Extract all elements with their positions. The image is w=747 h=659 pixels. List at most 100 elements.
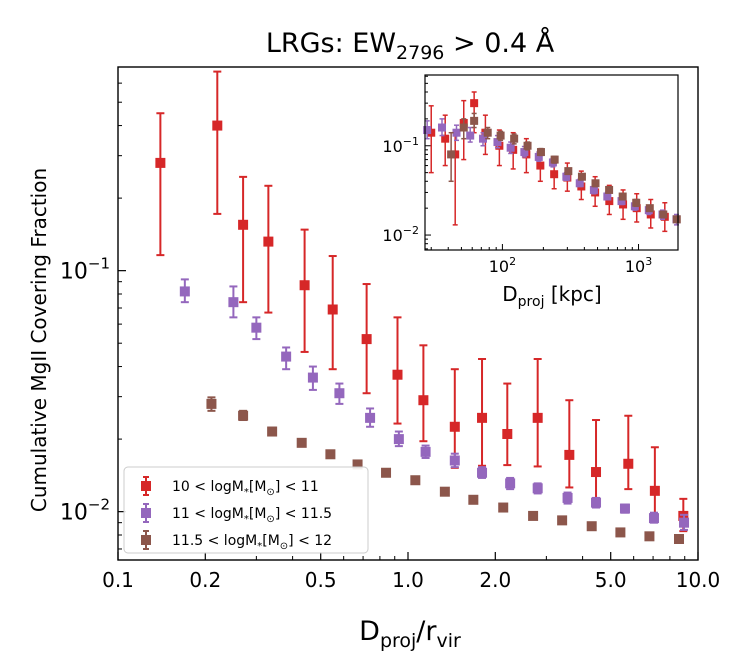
data-point (468, 494, 479, 505)
chart-title: LRGs: EW2796 > 0.4 Å (266, 27, 555, 64)
data-point (615, 527, 626, 538)
legend-marker (141, 535, 151, 545)
data-point (439, 486, 450, 497)
inset-data-point (618, 192, 627, 201)
data-point (327, 304, 338, 315)
inset-data-point (520, 148, 529, 157)
data-point (586, 521, 597, 532)
inset-data-point (470, 116, 479, 125)
legend: 10 < logM*[M⊙] < 11 11 < logM*[M⊙] < 11.5… (123, 466, 369, 554)
inset-data-point (591, 179, 600, 188)
data-point (299, 280, 310, 291)
data-point (410, 475, 421, 486)
legend-label: 10 < logM*[M⊙] < 11 (172, 479, 319, 498)
inset-data-point (575, 179, 584, 188)
legend-label: 11.5 < logM*[M⊙] < 12 (172, 533, 332, 552)
data-point (251, 322, 262, 333)
inset-frame (424, 74, 679, 251)
inset-data-point (564, 167, 573, 176)
data-point (296, 437, 307, 448)
data-point (267, 426, 278, 437)
inset-data-point (483, 128, 492, 137)
legend-item: 11 < logM*[M⊙] < 11.5 (141, 503, 332, 525)
data-point (562, 492, 573, 503)
inset-x-axis-label: Dproj [kpc] (502, 282, 601, 310)
data-point (619, 503, 630, 514)
inset-data-point (672, 215, 681, 224)
series-2 (179, 278, 690, 531)
data-point (449, 455, 460, 466)
data-point (238, 410, 249, 421)
inset-data-point (632, 198, 641, 207)
data-point (502, 428, 513, 439)
inset-data-point (605, 185, 614, 194)
inset-data-point (441, 134, 450, 143)
inset-data-point (659, 210, 668, 219)
legend-item: 10 < logM*[M⊙] < 11 (141, 476, 319, 498)
inset-data-point (470, 99, 479, 108)
data-point (381, 467, 392, 478)
inset-y-tick-label: 10−2 (382, 224, 419, 245)
inset-data-point (451, 150, 460, 159)
data-point (505, 478, 516, 489)
series-3 (206, 396, 685, 544)
series-1 (155, 70, 689, 533)
data-point (392, 369, 403, 380)
inset-data-point (438, 123, 447, 132)
data-point (477, 467, 488, 478)
data-point (361, 334, 372, 345)
data-point (532, 483, 543, 494)
x-tick-label: 2.0 (479, 568, 511, 592)
inset-data-point (427, 128, 436, 137)
data-point (420, 446, 431, 457)
inset-data-point (550, 155, 559, 164)
data-point (352, 459, 363, 470)
data-point (623, 458, 634, 469)
inset-data-point (510, 134, 519, 143)
inset-data-point (550, 170, 559, 179)
x-axis-label: Dproj/rvir (359, 616, 461, 652)
data-point (263, 236, 274, 247)
inset-data-point (605, 197, 614, 206)
data-point (477, 412, 488, 423)
data-point (557, 515, 568, 526)
inset-data-point (536, 148, 545, 157)
inset-data-point (466, 131, 475, 140)
legend-marker (141, 508, 151, 518)
data-point (498, 502, 509, 513)
data-point (238, 219, 249, 230)
inset-data-point (493, 138, 502, 147)
legend-marker (141, 481, 151, 491)
inset-data-point (478, 134, 487, 143)
inset-data-point (562, 172, 571, 181)
data-point (393, 434, 404, 445)
data-point (532, 412, 543, 423)
inset-data-point (577, 172, 586, 181)
inset-data-point (534, 152, 543, 161)
data-point (591, 497, 602, 508)
x-tick-label: 0.2 (189, 568, 221, 592)
inset-series-3 (447, 112, 681, 224)
inset-data-point (452, 128, 461, 137)
x-tick-label: 1.0 (392, 568, 424, 592)
data-point (564, 449, 575, 460)
data-point (307, 372, 318, 383)
y-tick-label: 10−1 (60, 255, 110, 285)
data-point (334, 388, 345, 399)
data-point (591, 467, 602, 478)
inset-data-point (459, 123, 468, 132)
plot-frame (117, 66, 699, 561)
data-point (648, 513, 659, 524)
x-tick-label: 0.1 (102, 568, 134, 592)
legend-item: 11.5 < logM*[M⊙] < 12 (141, 530, 332, 552)
data-point (179, 286, 190, 297)
data-point (528, 510, 539, 521)
legend-box (123, 466, 369, 554)
data-point (281, 351, 292, 362)
data-point (649, 485, 660, 496)
inset-data-point (496, 131, 505, 140)
inset-data-point (645, 204, 654, 213)
y-axis-label: Cumulative MgII Covering Fraction (27, 168, 51, 512)
data-point (155, 157, 166, 168)
